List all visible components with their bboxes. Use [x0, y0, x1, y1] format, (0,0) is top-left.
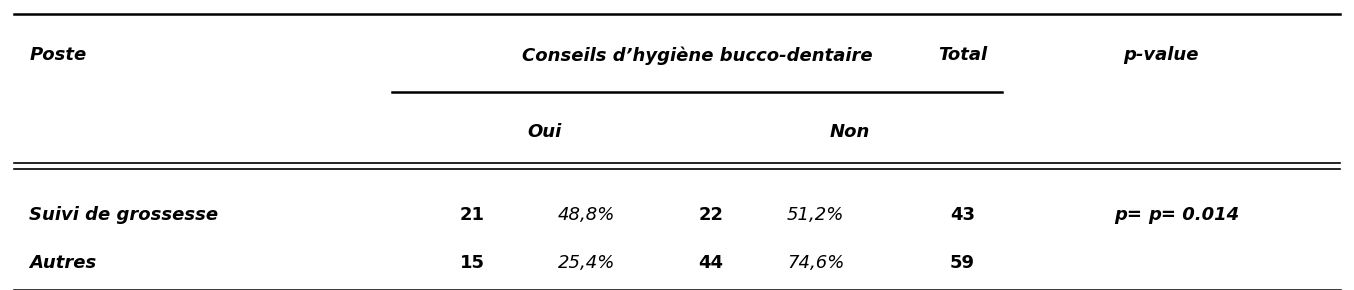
- Text: Total: Total: [938, 46, 987, 64]
- Text: p-value: p-value: [1124, 46, 1200, 64]
- Text: 21: 21: [459, 206, 485, 224]
- Text: Non: Non: [829, 123, 869, 141]
- Text: 15: 15: [459, 254, 485, 272]
- Text: Oui: Oui: [527, 123, 562, 141]
- Text: 74,6%: 74,6%: [787, 254, 845, 272]
- Text: 51,2%: 51,2%: [787, 206, 845, 224]
- Text: 25,4%: 25,4%: [558, 254, 615, 272]
- Text: Poste: Poste: [30, 46, 87, 64]
- Text: p=: p=: [1114, 206, 1148, 224]
- Text: Suivi de grossesse: Suivi de grossesse: [30, 206, 218, 224]
- Text: p= 0.014: p= 0.014: [1148, 206, 1239, 224]
- Text: Autres: Autres: [30, 254, 96, 272]
- Text: 22: 22: [699, 206, 723, 224]
- Text: 48,8%: 48,8%: [558, 206, 615, 224]
- Text: Conseils d’hygiène bucco-dentaire: Conseils d’hygiène bucco-dentaire: [521, 46, 872, 65]
- Text: 43: 43: [949, 206, 975, 224]
- Text: 59: 59: [949, 254, 975, 272]
- Text: 44: 44: [699, 254, 723, 272]
